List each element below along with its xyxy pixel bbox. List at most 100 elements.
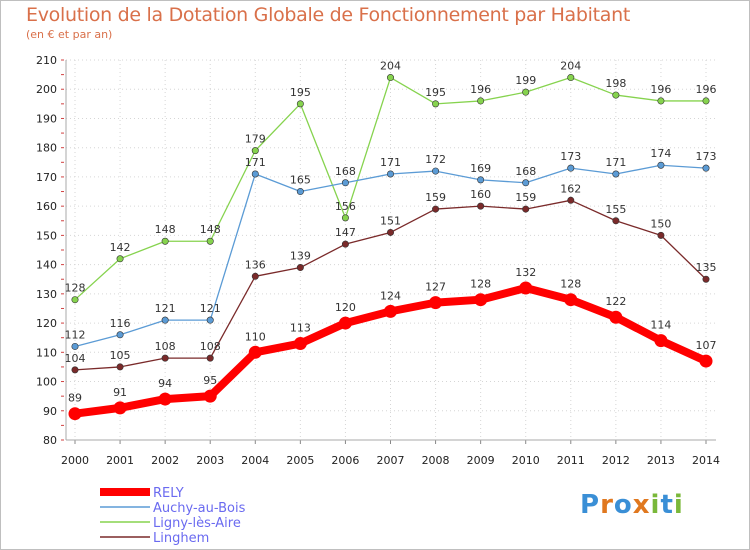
data-point <box>116 363 124 371</box>
data-label: 136 <box>245 258 266 271</box>
x-tick-label: 2013 <box>647 454 675 467</box>
data-label: 148 <box>155 223 176 236</box>
data-label: 159 <box>515 191 536 204</box>
data-label: 112 <box>65 328 86 341</box>
data-label: 95 <box>203 374 217 387</box>
data-label: 179 <box>245 133 266 146</box>
data-label: 162 <box>560 182 581 195</box>
logo-letter: P <box>580 490 601 520</box>
data-point <box>158 392 172 406</box>
data-label: 108 <box>155 340 176 353</box>
data-label: 199 <box>515 74 536 87</box>
data-point <box>161 354 169 362</box>
data-label: 94 <box>158 377 172 390</box>
x-tick-label: 2005 <box>286 454 314 467</box>
data-point <box>567 74 575 82</box>
data-label: 196 <box>696 83 717 96</box>
x-tick-label: 2012 <box>602 454 630 467</box>
data-label: 128 <box>65 282 86 295</box>
data-label: 121 <box>155 302 176 315</box>
data-point <box>477 176 485 184</box>
x-tick-label: 2014 <box>692 454 720 467</box>
series-auchy-au-bois <box>71 161 710 350</box>
y-tick-label: 80 <box>43 434 57 447</box>
data-point <box>113 401 127 415</box>
data-label: 127 <box>425 281 446 294</box>
data-point <box>341 214 349 222</box>
data-label: 165 <box>290 174 311 187</box>
data-label: 160 <box>470 188 491 201</box>
data-point <box>432 100 440 108</box>
axes: 8090100110120130140150160170180190200210… <box>36 54 720 467</box>
data-point <box>609 310 623 324</box>
data-point <box>654 334 668 348</box>
data-point <box>296 264 304 272</box>
series-rely <box>68 281 713 421</box>
data-label: 114 <box>650 319 671 332</box>
data-label: 110 <box>245 330 266 343</box>
series-layer <box>68 74 713 421</box>
data-label: 156 <box>335 200 356 213</box>
series-linghem <box>71 196 710 374</box>
x-tick-label: 2004 <box>241 454 269 467</box>
data-label: 171 <box>380 156 401 169</box>
data-label: 104 <box>65 352 86 365</box>
data-point <box>657 161 665 169</box>
data-point <box>338 316 352 330</box>
y-tick-label: 130 <box>36 288 57 301</box>
data-label: 128 <box>560 278 581 291</box>
logo-letter: i <box>650 490 661 520</box>
data-point <box>293 337 307 351</box>
data-point <box>296 188 304 196</box>
data-point <box>474 293 488 307</box>
chart-title: Evolution de la Dotation Globale de Fonc… <box>26 4 631 26</box>
y-tick-label: 140 <box>36 259 57 272</box>
data-label: 195 <box>425 86 446 99</box>
data-point <box>251 147 259 155</box>
data-label: 168 <box>515 165 536 178</box>
y-tick-label: 160 <box>36 200 57 213</box>
data-point <box>251 272 259 280</box>
x-tick-label: 2009 <box>467 454 495 467</box>
data-point <box>161 316 169 324</box>
y-tick-label: 170 <box>36 171 57 184</box>
data-label: 121 <box>200 302 221 315</box>
logo-letter: r <box>600 490 614 520</box>
data-label: 91 <box>113 386 127 399</box>
data-label: 108 <box>200 340 221 353</box>
data-labels: 128 142 148 148 179 195 156 204 195 196 199 204 198 1… <box>65 60 717 405</box>
logo-letter: x <box>632 490 651 520</box>
data-point <box>251 170 259 178</box>
data-label: 89 <box>68 392 82 405</box>
proxiti-logo: Proxiti <box>580 490 684 520</box>
y-tick-label: 100 <box>36 376 57 389</box>
data-label: 159 <box>425 191 446 204</box>
x-tick-label: 2011 <box>557 454 585 467</box>
data-point <box>116 255 124 263</box>
data-point <box>384 304 397 318</box>
data-point <box>68 407 82 421</box>
data-point <box>702 275 710 283</box>
data-point <box>386 170 394 178</box>
data-label: 173 <box>560 150 581 163</box>
x-tick-label: 2003 <box>196 454 224 467</box>
data-point <box>386 74 394 82</box>
data-label: 196 <box>650 83 671 96</box>
data-label: 171 <box>605 156 626 169</box>
series-ligny-l-s-aire <box>71 74 710 304</box>
y-tick-label: 150 <box>36 229 57 242</box>
data-point <box>477 97 485 105</box>
data-point <box>567 164 575 172</box>
y-tick-label: 90 <box>43 405 57 418</box>
data-point <box>522 205 530 213</box>
data-label: 105 <box>110 349 131 362</box>
data-point <box>519 281 533 295</box>
data-point <box>702 97 710 105</box>
data-point <box>699 354 713 368</box>
data-point <box>71 342 79 350</box>
data-point <box>477 202 485 210</box>
data-label: 196 <box>470 83 491 96</box>
x-tick-label: 2006 <box>331 454 359 467</box>
